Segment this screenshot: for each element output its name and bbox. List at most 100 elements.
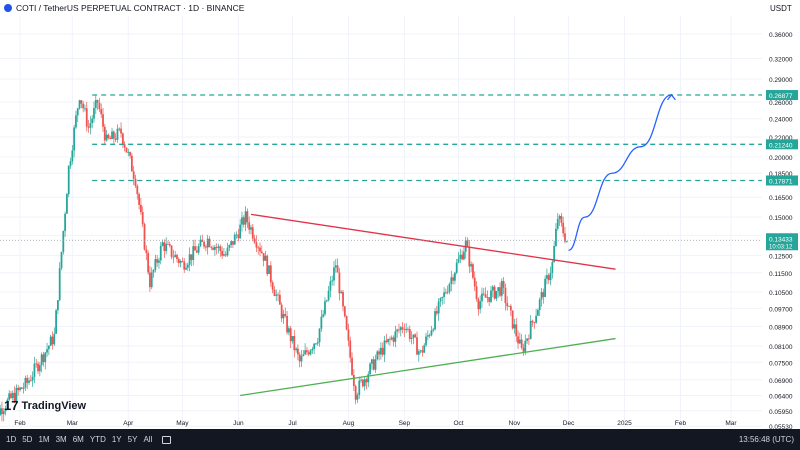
candle-body	[134, 178, 137, 186]
range-6m-button[interactable]: 6M	[72, 435, 84, 444]
range-1y-button[interactable]: 1Y	[111, 435, 122, 444]
candle-body	[482, 293, 485, 295]
candle-body	[497, 287, 500, 292]
y-tick-label: 0.05950	[769, 409, 793, 416]
candle-body	[481, 293, 483, 302]
projection-path	[568, 94, 672, 252]
candle-body	[235, 234, 238, 236]
candle-body	[352, 374, 355, 387]
candle-body	[520, 339, 523, 348]
candle-body	[372, 359, 375, 370]
candle-body	[564, 233, 566, 242]
range-3m-button[interactable]: 3M	[55, 435, 67, 444]
level-badge	[766, 139, 798, 150]
candle-body	[441, 297, 444, 299]
candle-body	[188, 254, 191, 265]
y-tick-label: 0.32000	[769, 56, 793, 63]
candle-body	[500, 280, 503, 296]
candle-body	[342, 291, 344, 307]
candle-body	[565, 241, 568, 242]
candle-body	[549, 272, 552, 281]
y-tick-label: 0.09700	[769, 306, 793, 313]
candle-body	[490, 290, 492, 302]
candle-body	[509, 305, 512, 311]
candle-body	[15, 387, 18, 402]
candle-body	[280, 304, 283, 319]
y-tick-label: 0.15000	[769, 215, 793, 222]
candle-body	[129, 152, 131, 156]
candle-body	[486, 297, 489, 298]
range-all-button[interactable]: All	[143, 435, 153, 444]
candle-body	[558, 215, 561, 219]
candle-body	[105, 134, 108, 141]
candle-body	[286, 315, 288, 333]
candle-body	[495, 291, 498, 299]
candle-body	[405, 328, 408, 331]
candle-body	[42, 354, 45, 363]
candle-body	[120, 128, 122, 134]
y-tick-label: 0.07500	[769, 360, 793, 367]
candle-body	[560, 215, 563, 223]
candle-body	[259, 247, 261, 252]
candle-body	[363, 379, 366, 387]
x-tick-label: Mar	[67, 420, 79, 427]
candle-body	[49, 336, 52, 346]
candle-body	[130, 155, 133, 172]
candle-body	[293, 335, 296, 351]
range-ytd-button[interactable]: YTD	[89, 435, 106, 444]
candle-body	[412, 334, 415, 338]
candle-body	[98, 102, 101, 110]
candle-body	[529, 320, 532, 339]
range-5y-button[interactable]: 5Y	[127, 435, 138, 444]
candle-body	[562, 222, 565, 234]
candle-body	[56, 300, 59, 311]
candle-body	[154, 259, 157, 270]
candle-body	[423, 345, 426, 353]
candle-body	[439, 298, 442, 302]
candle-body	[109, 138, 112, 139]
candle-body	[468, 246, 471, 267]
candle-body	[127, 152, 130, 153]
calendar-icon[interactable]	[162, 435, 172, 444]
candle-body	[210, 246, 213, 248]
x-tick-label: May	[176, 420, 189, 427]
candle-body	[176, 254, 178, 259]
candle-body	[201, 239, 204, 242]
candle-body	[228, 245, 231, 248]
candle-body	[302, 354, 305, 357]
candle-body	[174, 254, 177, 258]
candle-body	[383, 340, 386, 355]
candle-body	[531, 320, 534, 323]
candle-body	[300, 356, 303, 362]
range-1d-button[interactable]: 1D	[6, 435, 17, 444]
candle-body	[4, 408, 7, 412]
candle-body	[535, 315, 538, 323]
y-tick-label: 0.20000	[769, 155, 793, 162]
range-5d-button[interactable]: 5D	[22, 435, 33, 444]
candle-body	[13, 392, 16, 402]
candle-body	[324, 301, 326, 315]
y-tick-label: 0.10500	[769, 290, 793, 297]
candle-body	[212, 247, 214, 250]
candle-body	[343, 306, 346, 317]
candle-body	[306, 350, 308, 353]
range-1m-button[interactable]: 1M	[38, 435, 50, 444]
candle-body	[73, 127, 76, 151]
candle-body	[237, 234, 240, 239]
candle-body	[71, 150, 74, 162]
candle-body	[313, 343, 316, 349]
x-tick-label: Aug	[343, 420, 355, 427]
candle-body	[277, 294, 279, 296]
candle-body	[17, 387, 20, 391]
candle-body	[204, 246, 207, 248]
candle-body	[46, 349, 48, 353]
candle-body	[38, 365, 41, 372]
candle-body	[53, 333, 56, 345]
watermark-text: TradingView	[21, 399, 87, 412]
price-badge	[766, 233, 798, 251]
x-tick-label: Oct	[453, 420, 463, 427]
candle-body	[40, 354, 43, 366]
candle-body	[264, 255, 267, 261]
candle-body	[450, 277, 453, 284]
